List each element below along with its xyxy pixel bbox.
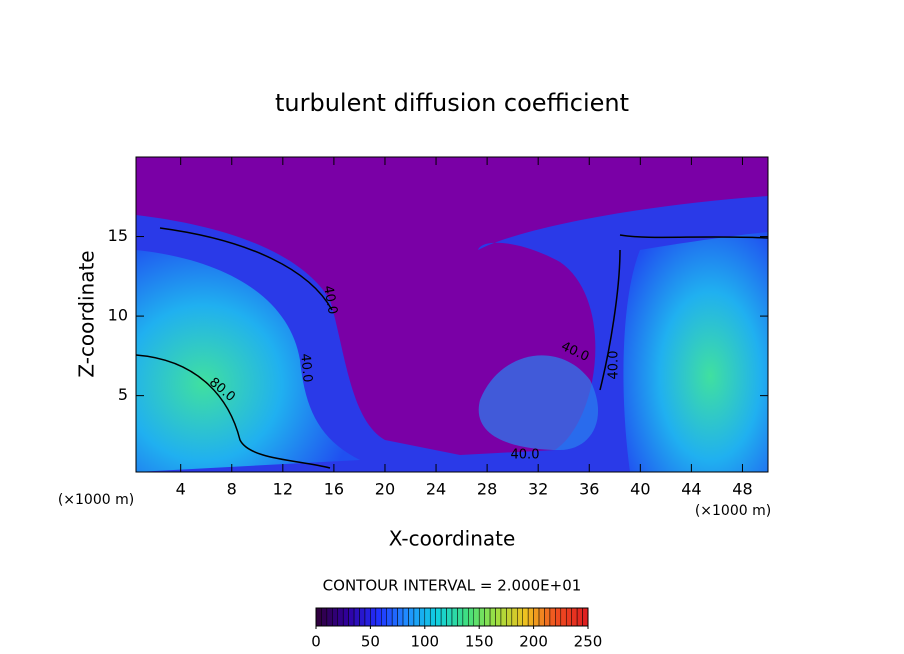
x-axis-label: X-coordinate (389, 527, 516, 551)
colorbar-cell (511, 607, 518, 627)
colorbar-cell (500, 607, 507, 627)
colorbar-frame (315, 607, 589, 627)
colorbar-cell (544, 607, 551, 627)
y-unit: (×1000 m) (58, 492, 134, 508)
x-tick-label: 4 (176, 480, 186, 499)
contour-label: 40.0 (320, 284, 340, 315)
colorbar-cell (315, 607, 322, 627)
colorbar-tick-label: 150 (465, 633, 494, 651)
y-tick-label: 5 (118, 385, 128, 404)
y-tick-label: 15 (108, 226, 128, 245)
x-unit: (×1000 m) (695, 503, 771, 519)
colorbar-tick-label: 50 (361, 633, 380, 651)
colorbar-cell (348, 607, 355, 627)
colorbar-cell (549, 607, 556, 627)
colorbar-cell (565, 607, 572, 627)
colorbar-cell (440, 607, 447, 627)
contour-interval: CONTOUR INTERVAL = 2.000E+01 (323, 577, 582, 595)
contour-label: 40.0 (607, 351, 622, 380)
colorbar-cell (495, 607, 502, 627)
x-tick-label: 48 (732, 480, 752, 499)
colorbar-cell (391, 607, 398, 627)
colorbar-cell (489, 607, 496, 627)
colorbar-cell (359, 607, 366, 627)
colorbar-tick-label: 200 (519, 633, 548, 651)
x-tick-label: 36 (579, 480, 599, 499)
colorbar-tick-label: 0 (311, 633, 321, 651)
colorbar-cell (419, 607, 426, 627)
x-tick-label: 16 (324, 480, 344, 499)
colorbar-cell (555, 607, 562, 627)
colorbar-cell (386, 607, 393, 627)
colorbar-cell (375, 607, 382, 627)
colorbar-cell (468, 607, 475, 627)
colorbar-cell (364, 607, 371, 627)
x-tick-label: 32 (528, 480, 548, 499)
colorbar-cell (582, 607, 589, 627)
colorbar-cell (408, 607, 415, 627)
colorbar-cell (342, 607, 349, 627)
colorbar-cell (560, 607, 567, 627)
plot-frame (135, 156, 769, 473)
colorbar-cell (321, 607, 328, 627)
colorbar-cell (473, 607, 480, 627)
colorbar-cell (538, 607, 545, 627)
colorbar-cell (402, 607, 409, 627)
colorbar-cell (424, 607, 431, 627)
colorbar-cell (332, 607, 339, 627)
x-tick-label: 8 (227, 480, 237, 499)
colorbar-cell (527, 607, 534, 627)
y-axis-label: Z-coordinate (75, 250, 99, 377)
x-tick-label: 12 (273, 480, 293, 499)
field (136, 157, 768, 472)
colorbar-cell (353, 607, 360, 627)
x-tick-label: 44 (681, 480, 701, 499)
colorbar-tick-label: 100 (410, 633, 439, 651)
colorbar-cell (478, 607, 485, 627)
colorbar-cell (462, 607, 469, 627)
colorbar-cell (397, 607, 404, 627)
colorbar-cell (326, 607, 333, 627)
colorbar-cell (506, 607, 513, 627)
colorbar-cell (446, 607, 453, 627)
colorbar-cell (381, 607, 387, 627)
colorbar-cell (484, 607, 491, 627)
colorbar-cell (435, 607, 442, 627)
x-tick-label: 24 (426, 480, 446, 499)
contour-label: 40.0 (297, 353, 314, 383)
colorbar-tick-label: 250 (574, 633, 603, 651)
colorbar-cell (457, 607, 464, 627)
chart-title: turbulent diffusion coefficient (275, 89, 629, 117)
colorbar-cell (451, 607, 458, 627)
contour-label: 40.0 (511, 448, 540, 463)
colorbar-cell (517, 607, 523, 627)
colorbar-cell (571, 607, 578, 627)
colorbar-cell (576, 607, 583, 627)
colorbar-cell (533, 607, 540, 627)
y-tick-label: 10 (108, 306, 128, 325)
x-tick-label: 20 (375, 480, 395, 499)
colorbar-cell (429, 607, 436, 627)
x-tick-label: 40 (630, 480, 650, 499)
colorbar-cell (337, 607, 344, 627)
x-tick-label: 28 (477, 480, 497, 499)
colorbar-cell (413, 607, 420, 627)
colorbar-cell (370, 607, 377, 627)
colorbar-cell (522, 607, 529, 627)
